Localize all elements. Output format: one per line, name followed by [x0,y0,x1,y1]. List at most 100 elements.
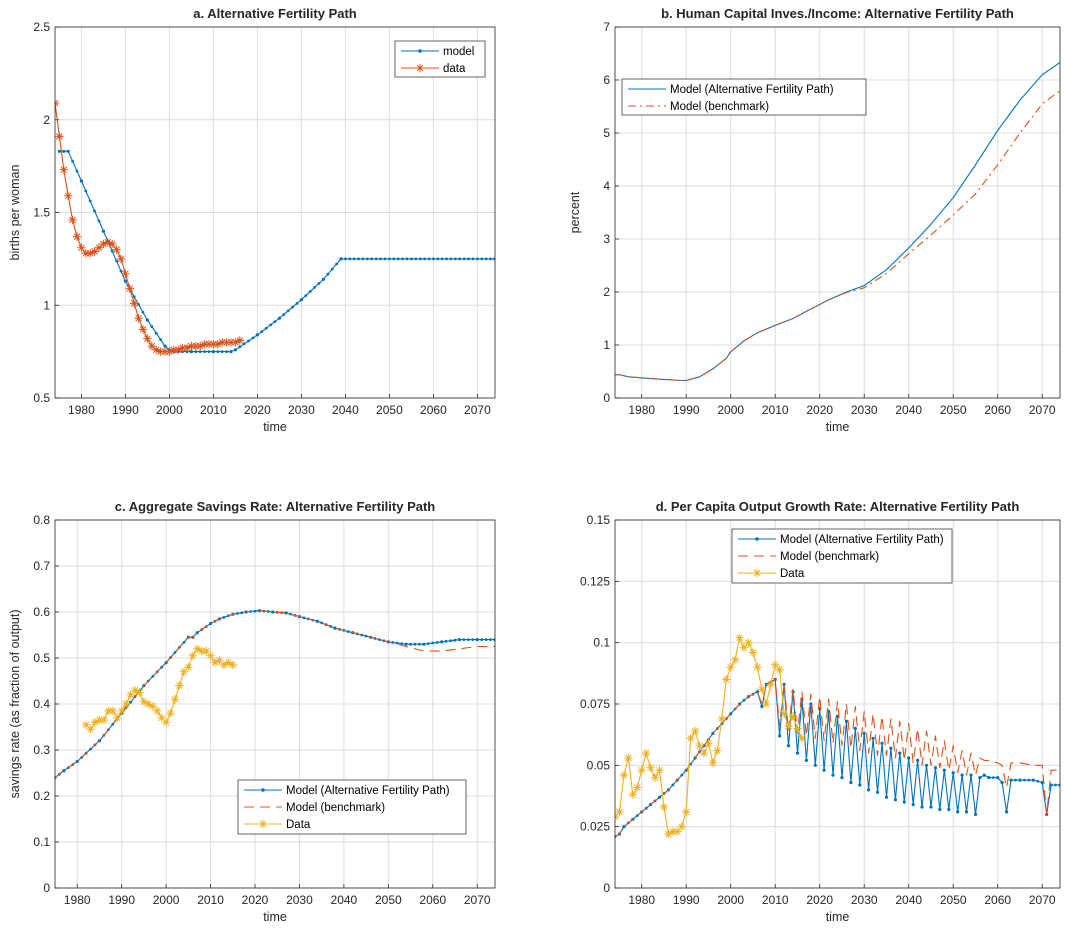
x-tick-label: 1990 [673,893,700,907]
data-point [66,149,70,153]
data-point [148,702,157,711]
data-point [1036,779,1040,783]
legend-label: Model (Alternative Fertility Path) [286,785,450,797]
y-tick-label: 7 [603,20,610,34]
data-point [668,827,678,836]
data-point [742,698,746,702]
data-point [352,257,356,261]
data-point [1014,778,1017,782]
data-point [471,257,475,261]
y-tick-label: 0 [603,391,610,405]
data-point [159,338,163,341]
series-line [615,678,1060,837]
data-point [62,149,66,153]
data-point [924,763,929,767]
data-point [346,630,350,633]
data-point [231,338,240,347]
data-point [673,827,682,836]
y-tick-label: 5 [603,126,610,140]
legend: Model (Alternative Fertility Path) Model … [621,78,867,116]
data-point [229,350,233,354]
data-point [426,642,430,645]
x-tick-label: 1990 [673,403,700,417]
data-point [655,766,664,775]
data-point [84,189,88,193]
legend-box [394,40,486,78]
data-point [413,642,417,646]
data-point [215,656,224,665]
x-tick-label: 2010 [197,893,224,907]
data-point [713,746,722,755]
data-point [1027,778,1031,782]
data-point [444,639,448,643]
y-tick-label: 0.1 [593,636,610,650]
y-tick-label: 0.1 [33,835,50,849]
data-point [104,706,113,716]
data-point [264,326,268,330]
x-tick-label: 2070 [464,403,491,417]
data-point [333,626,337,630]
y-axis-label: percent [568,191,582,233]
data-point [139,697,149,706]
y-tick-label: 2 [43,113,50,127]
data-point [339,257,343,261]
data-point [97,219,101,223]
data-point [299,298,303,302]
data-point [414,257,418,261]
data-point [853,726,857,731]
data-point [449,639,452,643]
data-point [150,325,154,328]
data-point [489,257,492,261]
data-point [704,739,713,748]
y-tick-label: 0.05 [587,758,611,772]
data-point [933,766,938,770]
data-point [730,655,740,664]
x-tick-label: 2030 [288,403,315,417]
data-point [130,686,140,695]
data-point [440,257,444,261]
data-point [119,269,123,273]
data-point [144,699,153,709]
data-point [735,633,744,642]
data-point [942,768,946,772]
data-point [875,790,880,794]
data-point [454,257,457,261]
data-point [423,257,426,261]
x-tick-label: 2040 [332,403,359,417]
data-point [911,803,915,807]
data-point [788,712,798,721]
data-point [130,299,139,308]
data-point [173,651,177,654]
data-point [374,257,378,261]
y-tick-label: 1.5 [33,206,50,220]
data-point [938,807,942,812]
data-point [62,769,66,773]
x-tick-label: 1980 [68,403,95,417]
x-tick-label: 2070 [464,893,491,907]
x-tick-label: 2010 [762,403,789,417]
data-point [361,257,365,261]
legend-label: Model (benchmark) [286,802,385,814]
data-point [964,810,969,814]
data-point [484,638,488,641]
legend-marker [415,63,425,73]
data-point [269,323,272,327]
y-tick-label: 4 [603,179,610,193]
data-point [277,316,281,320]
y-axis-label: births per woman [8,165,22,261]
data-point [271,610,275,614]
data-point [357,257,360,261]
data-point [764,682,768,687]
data-point [193,644,202,653]
data-point [1054,783,1057,787]
data-point [757,685,767,694]
data-point [449,257,453,261]
legend-label: Model (Alternative Fertility Path) [780,534,944,546]
x-tick-label: 2000 [717,893,744,907]
legend-box [731,528,953,584]
data-point [1000,780,1004,785]
data-point [457,638,461,642]
data-point [179,667,189,676]
series-model-benchmark- [615,678,1060,837]
data-point [194,350,198,353]
